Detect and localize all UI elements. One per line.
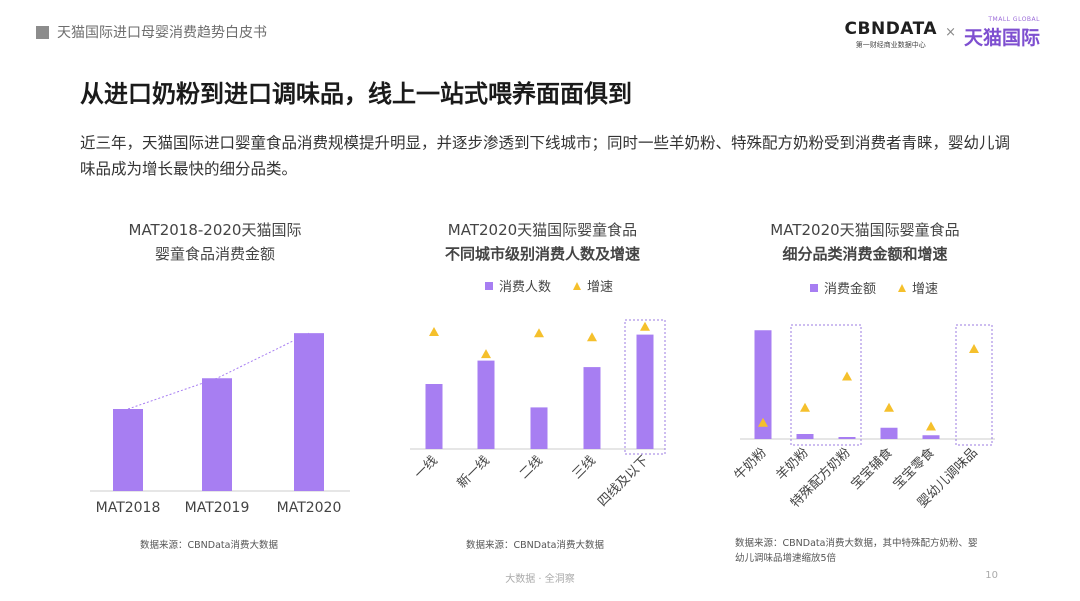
chart3-growth-marker <box>800 402 810 412</box>
chart2-bar <box>530 407 548 449</box>
chart3-x-tick: 牛奶粉 <box>732 445 770 483</box>
chart1-x-tick: MAT2020 <box>277 500 342 516</box>
chart2-growth-marker <box>587 332 597 342</box>
legend-bar-swatch <box>810 283 818 292</box>
chart2-bar <box>425 384 443 449</box>
chart2-bar <box>636 334 654 449</box>
chart2-legend: 消费人数 增速 <box>485 276 613 295</box>
tmall-logo-cn: 天猫国际 <box>963 27 1040 49</box>
header-bar: 天猫国际进口母婴消费趋势白皮书 <box>36 22 267 42</box>
page-subtitle: 近三年，天猫国际进口婴童食品消费规模提升明显，并逐步渗透到下线城市；同时一些羊奶… <box>80 134 1011 178</box>
chart1-source: 数据来源：CBNData消费大数据 <box>140 540 278 551</box>
chart3-bar <box>838 437 856 439</box>
chart3-highlight-box <box>790 324 862 446</box>
chart3-growth-marker <box>842 371 852 381</box>
cbndata-logo: CBNDATA 第一财经商业数据中心 <box>845 19 938 50</box>
chart2-bar <box>477 360 495 449</box>
chart3-bar <box>796 434 814 439</box>
chart1-title: MAT2018-2020天猫国际 婴童食品消费金额 <box>90 218 340 266</box>
brand-logo: CBNDATA 第一财经商业数据中心 × TMALL GLOBAL 天猫国际 <box>845 16 1040 50</box>
chart3-x-tick: 宝宝辅食 <box>848 445 896 493</box>
header-square-icon <box>36 25 49 39</box>
chart1-bar <box>113 409 143 491</box>
page-number: 10 <box>985 570 998 581</box>
chart3-highlight-box <box>955 324 993 446</box>
chart3-x-tick: 羊奶粉 <box>773 445 812 484</box>
chart3-growth-marker <box>969 344 979 353</box>
chart3-growth-marker <box>926 421 936 431</box>
chart2-title-line1: MAT2020天猫国际婴童食品 <box>447 221 638 239</box>
legend-triangle-icon <box>898 283 907 292</box>
cbndata-logo-main: CBNDATA <box>844 19 938 39</box>
chart2-title: MAT2020天猫国际婴童食品 不同城市级别消费人数及增速 <box>405 218 680 266</box>
chart3-growth-marker <box>758 417 768 427</box>
chart3-bar <box>754 330 772 439</box>
chart1-title-line2: 婴童食品消费金额 <box>154 245 275 263</box>
chart1-bar <box>294 333 324 491</box>
chart2-growth-marker <box>534 328 544 338</box>
legend-triangle-icon <box>573 281 582 290</box>
chart3-bar <box>880 427 898 439</box>
chart3-bar <box>922 435 940 439</box>
chart3-legend-bar-label: 消费金额 <box>824 282 877 297</box>
chart3-source-line1: 数据来源：CBNData消费大数据，其中特殊配方奶粉、婴 <box>735 538 978 549</box>
chart2-growth-marker <box>429 327 439 336</box>
chart1-x-tick: MAT2018 <box>96 500 161 516</box>
chart2-growth-marker <box>640 321 650 331</box>
chart3-legend: 消费金额 增速 <box>810 278 938 297</box>
logo-separator: × <box>945 25 956 40</box>
chart3-title-line2: 细分品类消费金额和增速 <box>782 245 948 263</box>
chart3-legend-marker-label: 增速 <box>912 282 939 297</box>
chart1-x-tick: MAT2019 <box>185 500 250 516</box>
footer-slogan: 大数据 · 全洞察 <box>505 574 575 585</box>
chart3-title: MAT2020天猫国际婴童食品 细分品类消费金额和增速 <box>735 218 995 266</box>
chart2-bar <box>583 367 601 449</box>
chart2-title-line2: 不同城市级别消费人数及增速 <box>444 245 640 263</box>
header-text: 天猫国际进口母婴消费趋势白皮书 <box>57 25 267 41</box>
chart3-title-line1: MAT2020天猫国际婴童食品 <box>770 221 960 239</box>
cbndata-logo-sub: 第一财经商业数据中心 <box>855 41 926 49</box>
chart1-bar <box>202 378 232 491</box>
tmall-logo-en: TMALL GLOBAL <box>988 16 1040 23</box>
chart3-growth-marker <box>884 402 894 412</box>
legend-bar-swatch <box>485 281 493 290</box>
chart2-highlight-box <box>624 319 666 455</box>
chart2-legend-bar-label: 消费人数 <box>499 280 552 295</box>
chart3-source: 数据来源：CBNData消费大数据，其中特殊配方奶粉、婴 幼儿调味品增速缩放5倍 <box>735 536 1010 566</box>
tmall-global-logo: TMALL GLOBAL 天猫国际 <box>964 16 1040 50</box>
chart2-source: 数据来源：CBNData消费大数据 <box>466 540 604 551</box>
chart2-growth-marker <box>481 349 491 359</box>
page-title: 从进口奶粉到进口调味品，线上一站式喂养面面俱到 <box>80 80 632 108</box>
chart3-source-line2: 幼儿调味品增速缩放5倍 <box>735 553 837 564</box>
chart1-title-line1: MAT2018-2020天猫国际 <box>128 221 302 239</box>
chart2-legend-marker-label: 增速 <box>587 280 614 295</box>
